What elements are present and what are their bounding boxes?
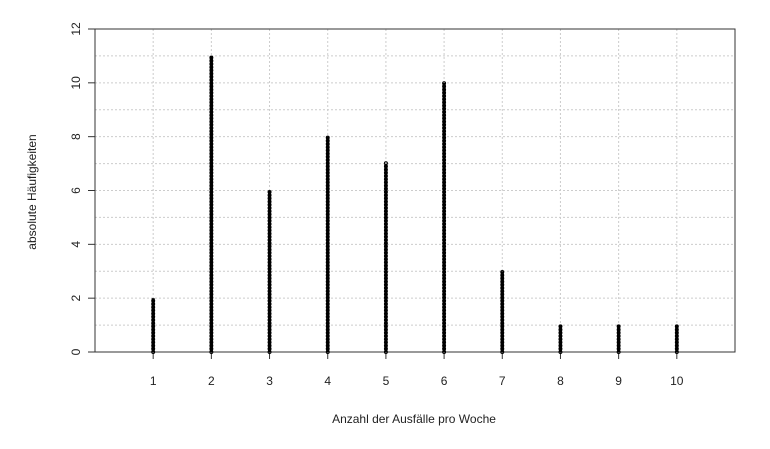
data-marks (151, 55, 679, 354)
y-axis: 0 2 4 6 8 10 12 (69, 22, 95, 355)
y-tick-label: 0 (69, 348, 83, 355)
data-point (558, 324, 563, 329)
y-tick-label: 2 (69, 295, 83, 302)
data-point (616, 324, 621, 329)
x-tick-label: 2 (208, 374, 215, 388)
y-tick-label: 10 (69, 76, 83, 90)
data-point (151, 298, 156, 303)
x-tick-label: 8 (557, 374, 564, 388)
x-tick-label: 3 (266, 374, 273, 388)
y-tick-label: 4 (69, 241, 83, 248)
data-point (500, 270, 505, 274)
y-axis-label: absolute Häufigkeiten (25, 134, 39, 249)
bar-2 (209, 55, 214, 354)
bar-3 (267, 190, 272, 354)
bar-8 (558, 324, 563, 354)
data-point (383, 161, 388, 166)
x-tick-label: 4 (324, 374, 331, 388)
data-point (267, 190, 272, 194)
x-tick-label: 10 (670, 374, 684, 388)
bar-4 (325, 135, 330, 354)
grid (95, 28, 735, 353)
x-tick-label: 1 (150, 374, 157, 388)
bar-1 (151, 298, 156, 354)
x-axis-label: Anzahl der Ausfälle pro Woche (332, 412, 496, 426)
y-tick-label: 8 (69, 133, 83, 140)
data-point (209, 55, 214, 60)
bar-6 (442, 81, 447, 354)
y-tick-label: 12 (69, 22, 83, 36)
data-point (674, 324, 679, 329)
y-tick-label: 6 (69, 187, 83, 194)
x-tick-label: 6 (441, 374, 448, 388)
x-axis: 1 2 3 4 5 6 7 8 9 10 (150, 352, 684, 388)
bar-9 (616, 324, 621, 354)
bar-5 (383, 161, 388, 354)
bar-7 (500, 270, 505, 354)
data-point (325, 135, 330, 140)
x-tick-label: 5 (383, 374, 390, 388)
x-tick-label: 7 (499, 374, 506, 388)
data-point (442, 81, 447, 86)
bar-10 (674, 324, 679, 354)
x-tick-label: 9 (615, 374, 622, 388)
